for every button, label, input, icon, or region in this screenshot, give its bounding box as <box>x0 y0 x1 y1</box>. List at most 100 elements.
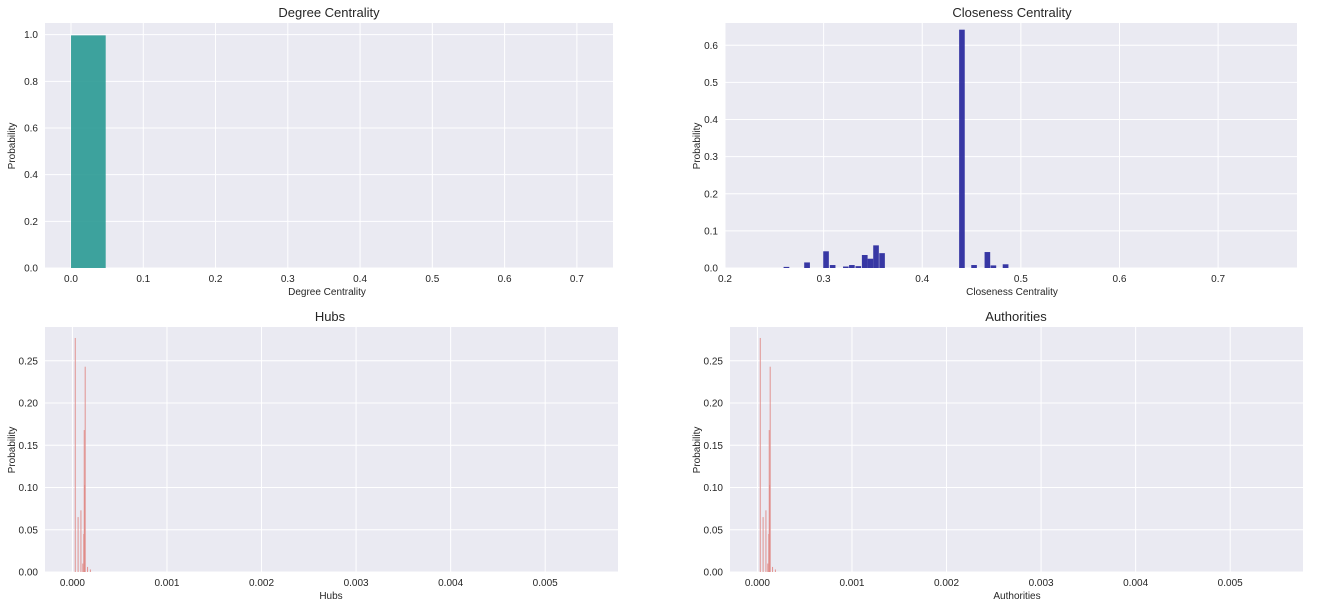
x-tick-label: 0.005 <box>533 578 558 589</box>
histogram-bar <box>867 258 874 268</box>
x-tick-label: 0.7 <box>570 274 584 285</box>
y-tick-label: 0.20 <box>19 399 39 410</box>
y-tick-label: 0.25 <box>19 356 39 367</box>
histogram-bar <box>849 265 855 268</box>
x-axis-label: Hubs <box>319 591 342 602</box>
x-tick-label: 0.002 <box>249 578 274 589</box>
y-tick-label: 0.05 <box>19 525 39 536</box>
x-tick-label: 0.5 <box>425 274 439 285</box>
y-tick-label: 0.15 <box>704 441 724 452</box>
y-axis-label: Probability <box>692 123 703 170</box>
panel-hubs: Hubs Hubs Probability 0.000 0.001 0.002 0.0… <box>7 309 618 602</box>
chart-title: Hubs <box>315 309 346 324</box>
x-tick-label: 0.004 <box>438 578 463 589</box>
y-tick-label: 0.15 <box>19 441 39 452</box>
histogram-bar <box>971 265 977 268</box>
histogram-bar <box>74 337 76 572</box>
y-tick-label: 0.20 <box>704 399 724 410</box>
x-tick-label: 0.0 <box>64 274 78 285</box>
y-tick-label: 0.4 <box>24 170 38 181</box>
y-tick-label: 0.2 <box>24 217 38 228</box>
plot-area <box>45 23 613 268</box>
histogram-bar <box>783 266 790 268</box>
y-tick-label: 0.10 <box>704 483 724 494</box>
x-tick-label: 0.7 <box>1211 274 1225 285</box>
y-tick-label: 0.8 <box>24 77 38 88</box>
y-tick-label: 0.3 <box>704 152 718 163</box>
plot-area <box>45 327 618 572</box>
histogram-bar <box>829 265 836 268</box>
histogram-bar <box>87 566 89 572</box>
x-tick-label: 0.6 <box>1113 274 1127 285</box>
x-axis-label: Authorities <box>993 591 1040 602</box>
histogram-bar <box>767 563 769 572</box>
chart-title: Closeness Centrality <box>952 5 1072 20</box>
y-tick-label: 1.0 <box>24 30 38 41</box>
histogram-bar <box>855 266 862 268</box>
x-tick-label: 0.4 <box>915 274 929 285</box>
y-tick-label: 0.0 <box>24 264 38 275</box>
x-tick-label: 0.002 <box>934 578 959 589</box>
histogram-bar <box>82 563 84 572</box>
x-tick-label: 0.003 <box>1029 578 1054 589</box>
y-tick-label: 0.10 <box>19 483 39 494</box>
x-tick-label: 0.003 <box>344 578 369 589</box>
panel-authorities: Authorities Authorities Probability 0.00… <box>692 309 1303 602</box>
x-tick-label: 0.001 <box>154 578 179 589</box>
x-tick-label: 0.3 <box>281 274 295 285</box>
x-tick-label: 0.4 <box>353 274 367 285</box>
histogram-bar <box>990 265 997 268</box>
x-tick-label: 0.1 <box>136 274 150 285</box>
y-tick-label: 0.6 <box>704 41 718 52</box>
y-tick-label: 0.1 <box>704 226 718 237</box>
y-tick-label: 0.6 <box>24 124 38 135</box>
histogram-bar <box>84 366 86 572</box>
y-tick-label: 0.00 <box>704 568 724 579</box>
x-tick-label: 0.2 <box>209 274 223 285</box>
x-tick-label: 0.000 <box>745 578 770 589</box>
x-tick-label: 0.004 <box>1123 578 1148 589</box>
chart-title: Degree Centrality <box>278 5 380 20</box>
histogram-bar <box>80 510 82 572</box>
x-axis-label: Closeness Centrality <box>966 287 1058 298</box>
y-axis-label: Probability <box>7 427 18 474</box>
histogram-bar <box>823 251 829 268</box>
histogram-bar <box>843 266 849 268</box>
y-axis-label: Probability <box>7 123 18 170</box>
y-tick-label: 0.25 <box>704 356 724 367</box>
histogram-bar <box>774 569 776 572</box>
panel-closeness-centrality: Closeness Centrality Closeness Centralit… <box>692 5 1297 298</box>
panel-degree-centrality: Degree Centrality Degree Centrality Prob… <box>7 5 613 298</box>
histogram-bar <box>77 517 79 572</box>
histogram-bar <box>861 255 868 268</box>
x-tick-label: 0.000 <box>60 578 85 589</box>
x-tick-label: 0.5 <box>1014 274 1028 285</box>
histogram-bar <box>765 510 767 572</box>
y-tick-label: 0.0 <box>704 264 718 275</box>
histogram-bar <box>879 253 885 268</box>
histogram-bar <box>873 245 879 268</box>
x-axis-label: Degree Centrality <box>288 287 366 298</box>
plot-area <box>730 327 1303 572</box>
x-tick-label: 0.6 <box>498 274 512 285</box>
histogram-bar <box>759 337 761 572</box>
y-axis-label: Probability <box>692 427 703 474</box>
histogram-bar <box>769 366 771 572</box>
histogram-bar <box>1002 264 1009 268</box>
histogram-bar <box>89 569 91 572</box>
chart-title: Authorities <box>985 309 1047 324</box>
y-tick-label: 0.2 <box>704 189 718 200</box>
histogram-bar <box>762 517 764 572</box>
y-tick-label: 0.00 <box>19 568 39 579</box>
y-tick-label: 0.05 <box>704 525 724 536</box>
y-tick-label: 0.4 <box>704 115 718 126</box>
y-tick-label: 0.5 <box>704 78 718 89</box>
x-tick-label: 0.005 <box>1218 578 1243 589</box>
plot-area <box>725 23 1297 268</box>
histogram-bar <box>984 252 991 268</box>
histogram-bar <box>772 566 774 572</box>
histogram-bar <box>804 262 810 268</box>
x-tick-label: 0.001 <box>839 578 864 589</box>
histogram-bar <box>959 29 965 268</box>
